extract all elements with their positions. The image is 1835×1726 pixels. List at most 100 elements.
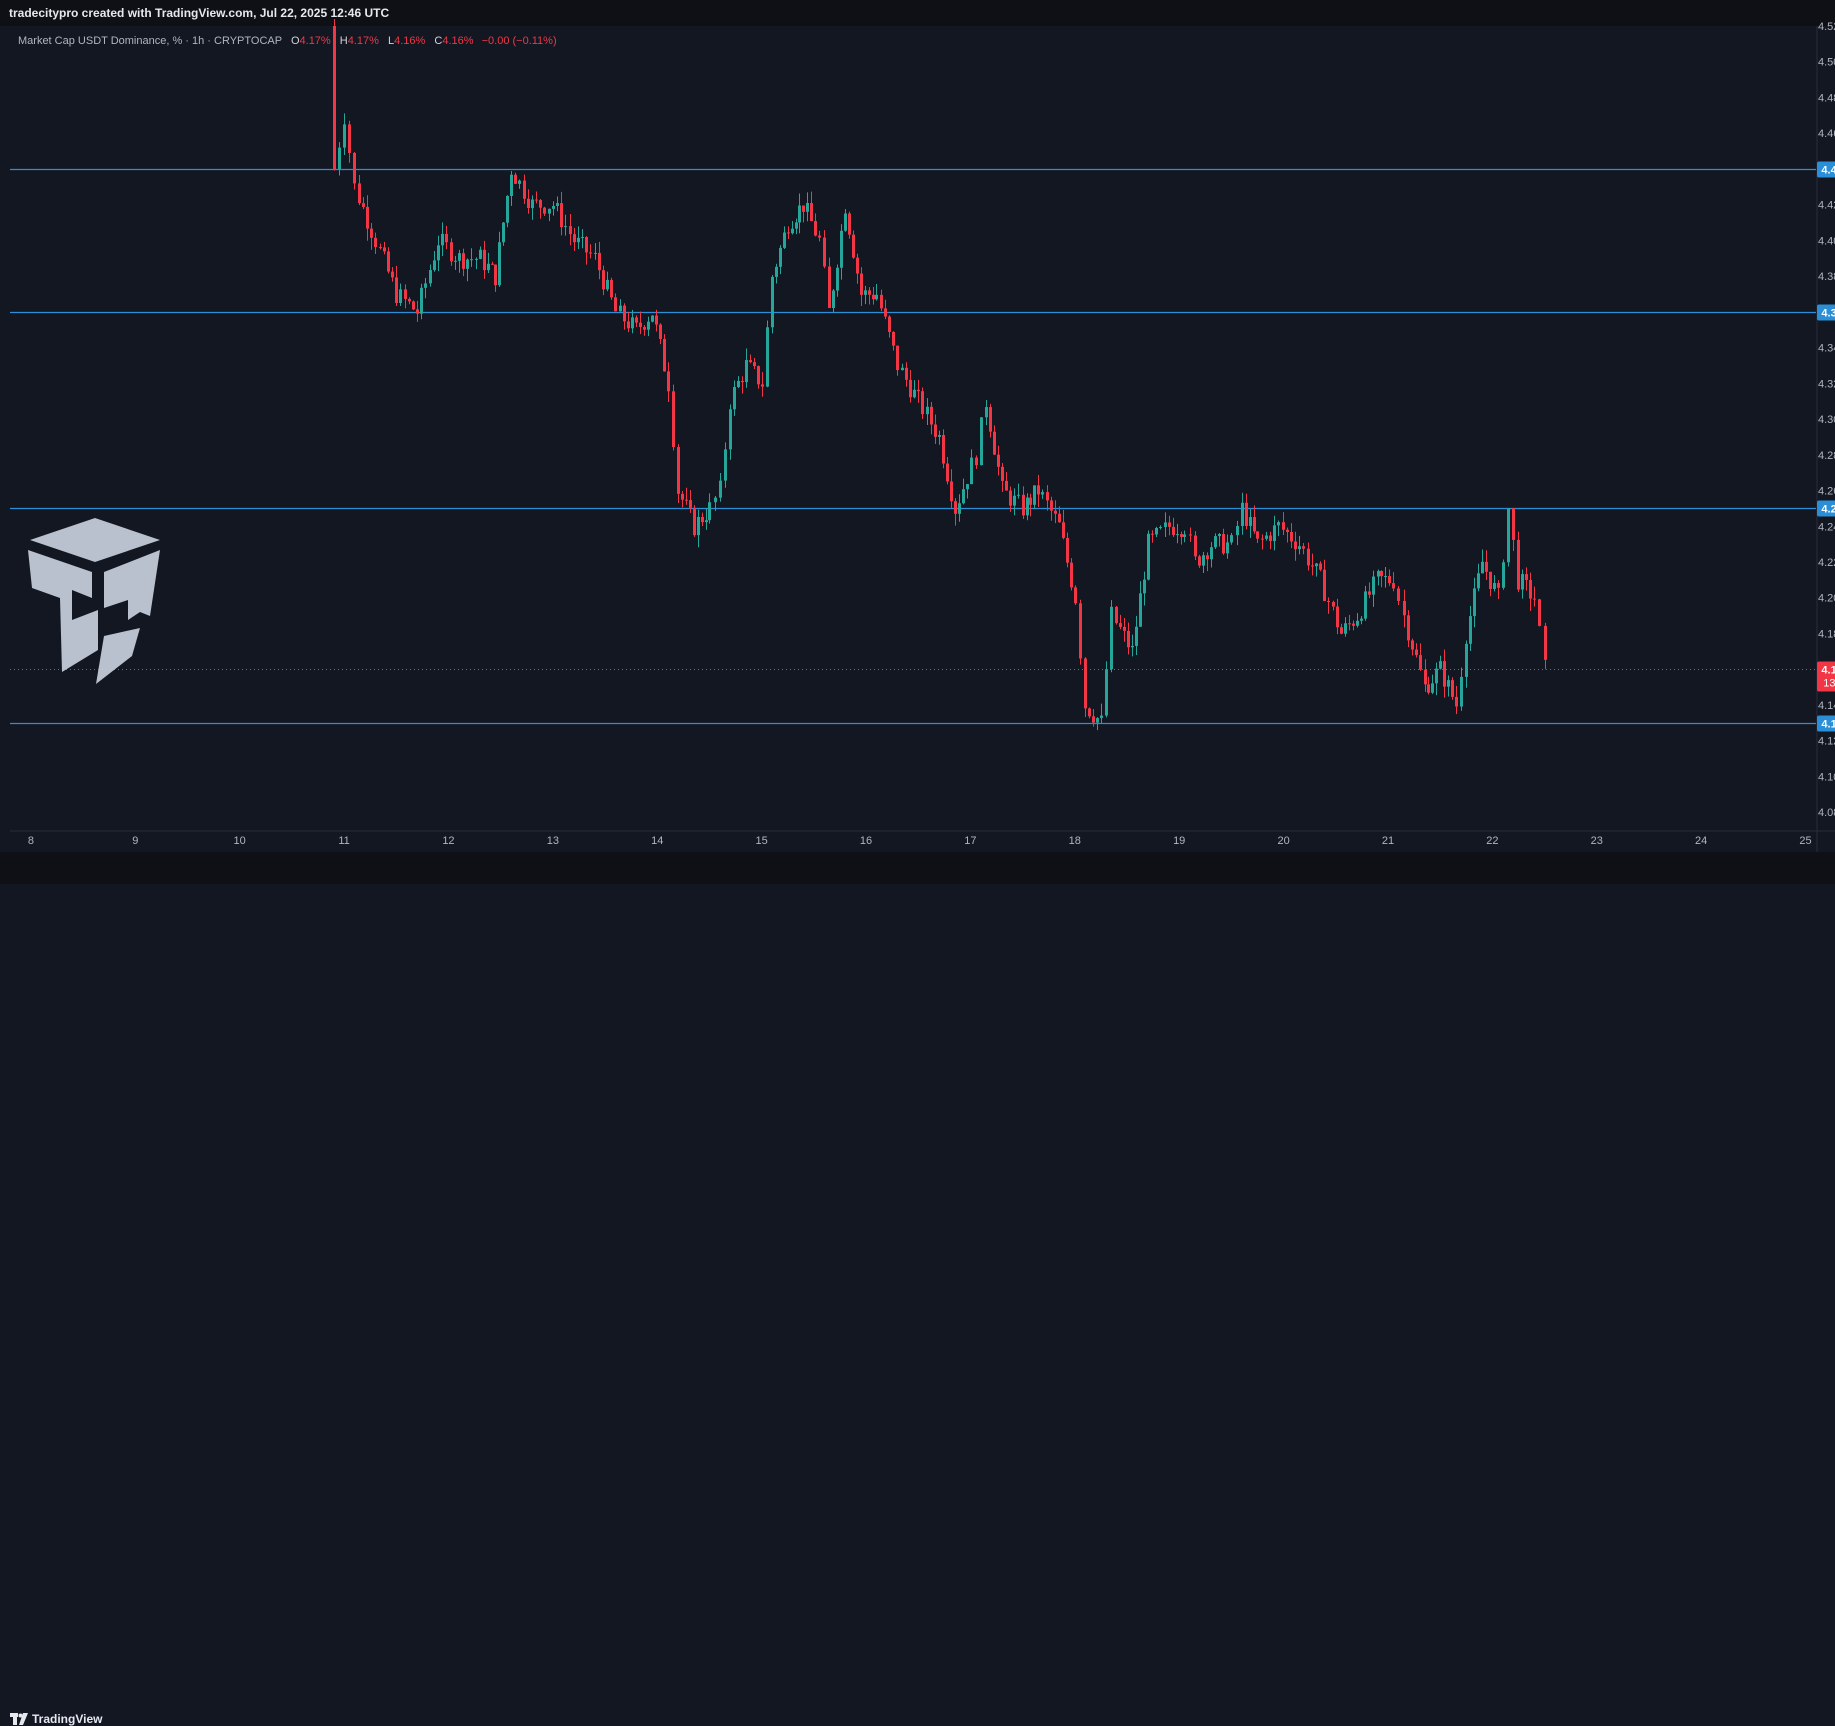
candle-body [1407,615,1410,641]
candle-body [856,257,859,274]
chart-pane[interactable] [10,26,1835,852]
candle-body [1384,576,1387,578]
level-price-label: 4.13% [1821,719,1835,731]
candle-body [1368,591,1371,595]
footer-bar: TradingView [0,852,1835,1726]
candle-body [1074,587,1077,604]
candle-body [1340,627,1343,634]
candle-body [741,380,744,383]
candle-body [1236,526,1239,536]
candle-body [1465,643,1468,677]
candle-body [814,221,817,236]
candle-body [1315,563,1318,567]
candle-body [1253,517,1256,532]
candle-body [404,289,407,299]
candle-body [1377,570,1380,577]
candle-body [791,228,794,234]
candle-body [818,235,821,238]
candle-body [1009,490,1012,506]
candle-body [946,463,949,482]
candle-body [840,230,843,268]
candle-body [966,484,969,490]
candle-body [370,228,373,238]
candle-body [539,200,542,208]
candle-body [962,489,965,504]
x-tick-label: 13 [547,835,559,847]
candle-body [705,520,708,523]
time-axis: 8 9 10 11 12 13 14 15 16 17 18 19 20 21 22 23 24 25 [28,835,1812,847]
y-tick-label: 4.30% [1818,414,1835,426]
candle-body [787,232,790,234]
candle-body [950,481,953,502]
close-value: 4.16% [442,35,474,47]
candle-body [1544,625,1547,660]
candle-body [1168,522,1171,527]
candlestick-chart[interactable]: 4.52% 4.50% 4.48% 4.46% 4.44% 4.42% 4.40% 4.38%… [0,0,1835,884]
candle-body [1489,571,1492,589]
tradingview-brand[interactable]: TradingView [10,1712,102,1726]
candle-body [1050,500,1053,511]
candle-body [564,226,567,228]
y-tick-label: 4.52% [1818,21,1835,33]
x-tick-label: 15 [756,835,768,847]
candle-body [1460,676,1463,707]
candle-body [771,276,774,328]
candle-body [1302,546,1305,549]
candle-body [1210,547,1213,560]
candle-body [1115,606,1118,624]
candle-body [888,316,891,332]
x-tick-label: 18 [1069,835,1081,847]
candle-body [606,279,609,290]
candle-body [437,245,440,261]
candle-body [589,252,592,254]
candle-body [1143,579,1146,594]
candle-body [926,406,929,415]
candle-body [980,417,983,466]
candle-body [1230,535,1233,543]
candle-body [685,499,688,501]
y-tick-label: 4.48% [1818,92,1835,104]
candle-body [1110,606,1113,670]
x-tick-label: 19 [1173,835,1185,847]
candle-body [475,258,478,260]
horizontal-levels [10,168,1816,725]
candle-body [1473,588,1476,617]
candle-body [1194,535,1197,557]
candle-body [383,247,386,252]
candle-body [581,237,584,239]
candle-body [1348,623,1351,625]
countdown-label: 13:24 [1823,678,1835,690]
x-tick-label: 10 [234,835,246,847]
candle-body [487,263,490,271]
candle-body [1451,680,1454,697]
level-price-tag [1817,304,1835,321]
candle-body [1439,661,1442,669]
candle-body [506,195,509,223]
candle-body [1046,492,1049,501]
candle-body [1214,536,1217,548]
candle-body [844,213,847,231]
candle-body [1070,562,1073,588]
candle-body [942,434,945,464]
candle-body [1176,534,1179,536]
candle-body [1088,708,1091,717]
candle-body [523,180,526,199]
candle-body [737,380,740,388]
candle-body [1469,616,1472,644]
candle-body [997,454,1000,467]
x-tick-label: 21 [1382,835,1394,847]
candle-body [1290,531,1293,542]
candle-body [901,367,904,371]
candle-body [1392,583,1395,589]
candle-body [1066,537,1069,563]
candle-body [714,497,717,503]
x-tick-label: 25 [1799,835,1811,847]
candle-body [806,202,809,212]
candle-body [1286,529,1289,532]
candle-body [560,203,563,228]
candle-body [623,305,626,322]
candle-body [828,266,831,308]
candle-body [458,253,461,261]
candle-body [594,252,597,254]
candle-body [930,406,933,425]
